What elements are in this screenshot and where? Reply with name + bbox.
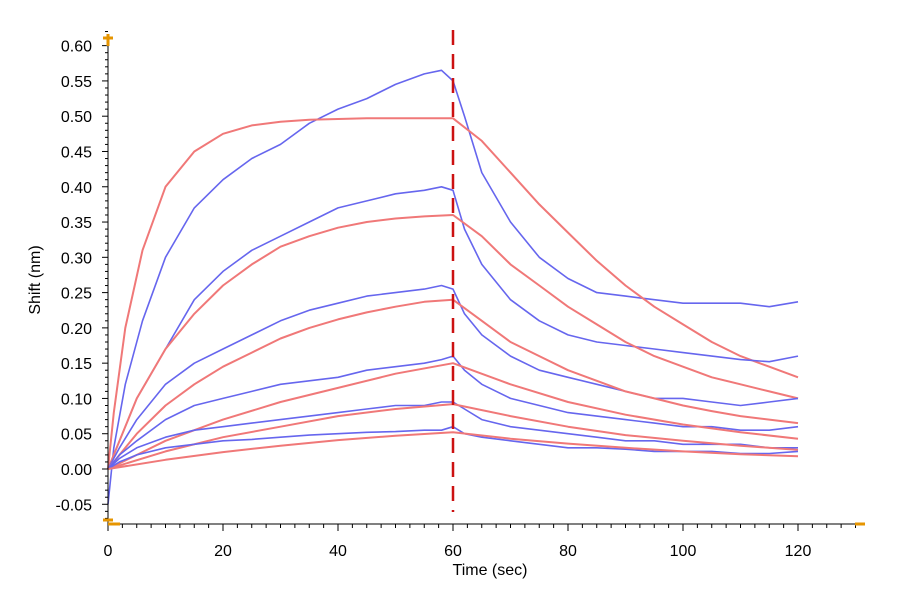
y-tick-label: 0.05 (61, 427, 92, 444)
x-tick-label: 80 (559, 543, 577, 560)
x-tick-label: 40 (329, 543, 347, 560)
measured-curve-4 (107, 355, 799, 470)
y-tick-label: 0.15 (61, 356, 92, 373)
fit-curve-5 (107, 403, 799, 470)
y-tick-label: 0.10 (61, 391, 92, 408)
y-tick-label: 0.20 (61, 321, 92, 338)
y-tick-label: 0.00 (61, 462, 92, 479)
x-ticks: 0 20 40 60 80 100 120 (104, 524, 856, 560)
x-tick-label: 20 (214, 543, 232, 560)
fit-curve-6 (107, 431, 799, 470)
fit-curve-2 (107, 214, 799, 470)
measured-curve-3 (107, 284, 799, 470)
measured-curve-1 (107, 69, 799, 505)
x-tick-label: 120 (785, 543, 812, 560)
x-axis-title: Time (sec) (453, 562, 528, 579)
y-axis-title: Shift (nm) (27, 245, 44, 314)
axes: -0.05 0.00 0.05 0.10 0.15 0.20 0.25 0.30 0.35 0.4… (56, 31, 865, 560)
x-tick-label: 0 (104, 543, 113, 560)
y-tick-label: 0.35 (61, 215, 92, 232)
measured-curve-5 (107, 401, 798, 470)
axis-accents (103, 34, 865, 526)
y-tick-label: -0.05 (56, 497, 93, 514)
measured-curve-2 (107, 186, 799, 470)
x-tick-label: 60 (444, 543, 462, 560)
y-tick-label: 0.60 (61, 39, 92, 56)
y-tick-label: 0.30 (61, 250, 92, 267)
y-tick-label: 0.55 (61, 74, 92, 91)
y-ticks: -0.05 0.00 0.05 0.10 0.15 0.20 0.25 0.30 0.35 0.4… (56, 31, 108, 519)
y-tick-label: 0.50 (61, 109, 92, 126)
y-tick-label: 0.45 (61, 144, 92, 161)
fit-curve-1 (107, 117, 799, 470)
x-tick-label: 100 (670, 543, 697, 560)
fit-curve-4 (107, 362, 799, 470)
plot-lines (107, 30, 799, 512)
y-tick-label: 0.40 (61, 180, 92, 197)
y-tick-label: 0.25 (61, 286, 92, 303)
